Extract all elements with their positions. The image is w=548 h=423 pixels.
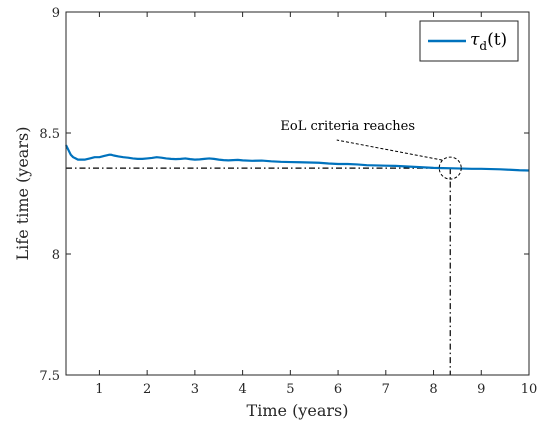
x-tick-label: 8 bbox=[429, 382, 437, 397]
eol-annotation-text: EoL criteria reaches bbox=[280, 119, 415, 134]
x-tick-label: 3 bbox=[191, 382, 199, 397]
x-tick-label: 9 bbox=[477, 382, 485, 397]
y-tick-label: 9 bbox=[52, 6, 60, 21]
series-layer bbox=[65, 144, 530, 172]
x-tick-label: 10 bbox=[521, 382, 538, 397]
plot-frame bbox=[65, 11, 530, 376]
series-line-tau-d bbox=[65, 144, 530, 172]
eol-reference-lines bbox=[66, 167, 451, 375]
y-tick-label: 7.5 bbox=[39, 369, 60, 384]
x-axis-title: Time (years) bbox=[247, 401, 349, 420]
x-tick-label: 1 bbox=[95, 382, 103, 397]
eol-leader-line bbox=[336, 139, 443, 161]
y-axis-ticks: 7.5 8 8.5 9 bbox=[39, 6, 529, 384]
y-tick-label: 8 bbox=[52, 248, 60, 263]
y-tick-label: 8.5 bbox=[39, 127, 60, 142]
plot-area bbox=[66, 12, 529, 375]
legend-subscript-d: d bbox=[479, 39, 487, 53]
y-axis-title: Life time (years) bbox=[13, 127, 32, 261]
x-tick-label: 5 bbox=[286, 382, 294, 397]
legend-label-tau-d: τd(t) bbox=[470, 30, 507, 53]
legend-suffix: (t) bbox=[487, 30, 507, 50]
x-tick-label: 2 bbox=[143, 382, 151, 397]
eol-circle-marker bbox=[438, 156, 462, 180]
x-axis-ticks: 1 2 3 4 5 6 7 8 9 10 bbox=[95, 12, 537, 397]
legend: τd(t) bbox=[419, 20, 519, 62]
eol-annotation: EoL criteria reaches bbox=[280, 119, 462, 180]
x-tick-label: 7 bbox=[382, 382, 390, 397]
x-tick-label: 6 bbox=[334, 382, 342, 397]
x-tick-label: 4 bbox=[238, 382, 246, 397]
legend-tau-symbol: τ bbox=[470, 30, 480, 50]
